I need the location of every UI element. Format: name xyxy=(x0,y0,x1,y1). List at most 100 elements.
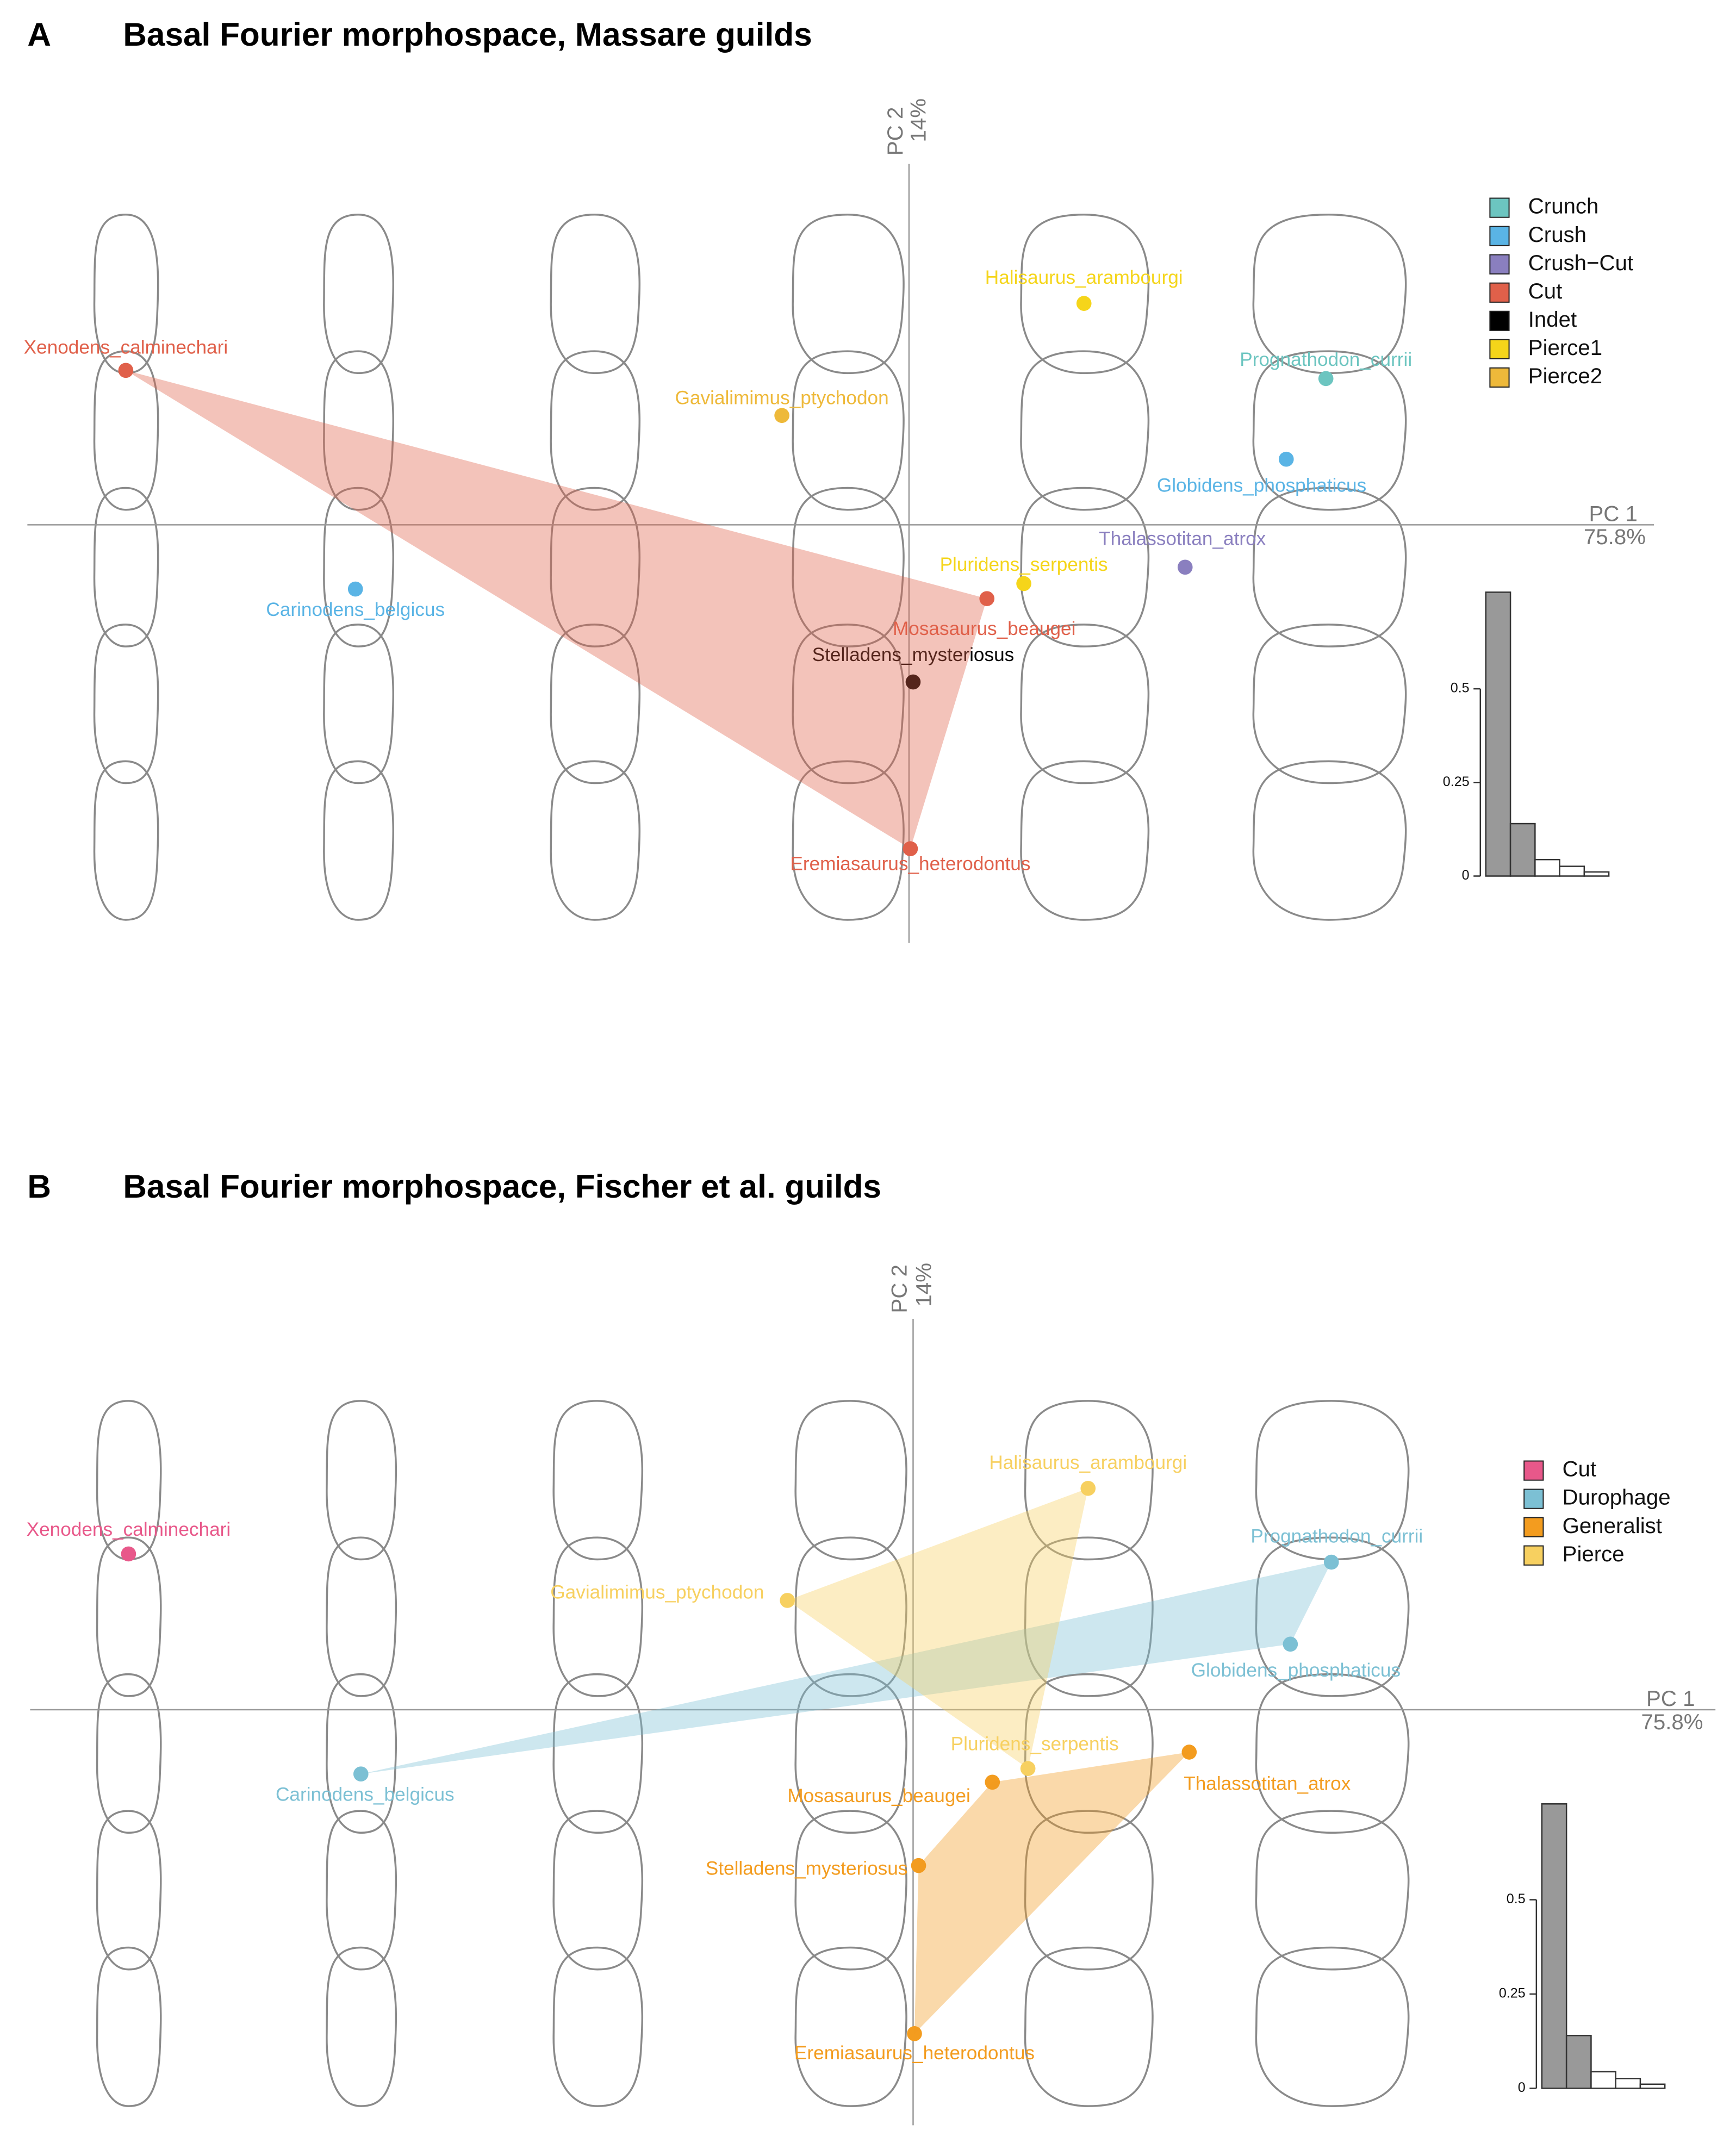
scree-bar xyxy=(1485,591,1511,877)
tooth-outline xyxy=(1024,1810,1154,1971)
group-hull xyxy=(126,370,987,849)
tooth-outline xyxy=(552,1400,644,1561)
point-label: Mosasaurus_beaugei xyxy=(893,618,1075,639)
tooth-outline xyxy=(552,1673,644,1834)
point xyxy=(1020,1761,1036,1776)
tooth-outline xyxy=(1252,487,1407,647)
tooth-outline xyxy=(794,1673,907,1834)
point xyxy=(1076,296,1092,311)
tooth-outline xyxy=(792,213,905,375)
point xyxy=(774,408,789,423)
scree-bar xyxy=(1541,1803,1567,2089)
tooth-outline xyxy=(1255,1536,1410,1697)
point xyxy=(1181,1745,1197,1760)
tooth-outline xyxy=(96,1673,162,1834)
scree-tick-label: 0.25 xyxy=(1443,774,1470,789)
point xyxy=(903,841,918,857)
tooth-outline xyxy=(550,760,641,921)
x-axis-variance: 75.8% xyxy=(1641,1710,1703,1734)
legend-label: Indet xyxy=(1528,307,1577,332)
point xyxy=(1016,576,1031,591)
tooth-outline xyxy=(96,1536,162,1697)
legend-swatch xyxy=(1489,310,1510,331)
tooth-outline xyxy=(1020,350,1150,511)
scree-tick-label: 0 xyxy=(1518,2080,1526,2095)
tooth-outline xyxy=(550,624,641,784)
tooth-outline xyxy=(1024,1946,1154,2107)
point-label: Globidens_phosphaticus xyxy=(1191,1660,1401,1681)
tooth-outline xyxy=(1252,624,1407,784)
scree-bar xyxy=(1615,2078,1641,2089)
tooth-outline xyxy=(552,1536,644,1697)
tooth-outline xyxy=(1255,1946,1410,2107)
point xyxy=(1177,559,1193,575)
legend-swatch xyxy=(1523,1517,1544,1537)
point-label: Halisaurus_arambourgi xyxy=(989,1452,1187,1473)
tooth-outline xyxy=(1020,213,1150,375)
point-label: Thalassotitan_atrox xyxy=(1184,1773,1351,1795)
legend-label: Cut xyxy=(1528,279,1563,303)
tooth-outline xyxy=(1024,1536,1154,1697)
legend-swatch xyxy=(1489,367,1510,388)
point xyxy=(780,1593,795,1608)
tooth-outline xyxy=(326,1536,397,1697)
chart-title: Basal Fourier morphospace, Massare guild… xyxy=(123,16,812,53)
tooth-outline xyxy=(326,1810,397,1971)
tooth-outline xyxy=(323,624,395,784)
tooth-outline xyxy=(550,350,641,511)
point-label: Halisaurus_arambourgi xyxy=(985,267,1183,288)
point-label: Xenodens_calminechari xyxy=(24,337,228,358)
scree-tick-label: 0.25 xyxy=(1499,1986,1526,2001)
tooth-outline xyxy=(792,487,905,647)
tooth-outline xyxy=(1255,1810,1410,1971)
legend-swatch xyxy=(1523,1545,1544,1566)
legend-swatch xyxy=(1523,1460,1544,1481)
point-label: Mosasaurus_beaugei xyxy=(787,1785,970,1806)
point xyxy=(1278,451,1294,467)
tooth-outline xyxy=(794,1946,907,2107)
y-axis-label: PC 2 xyxy=(883,107,907,155)
point xyxy=(979,591,995,606)
legend-swatch xyxy=(1489,339,1510,359)
point xyxy=(905,674,921,690)
point-label: Gavialimimus_ptychodon xyxy=(550,1582,764,1603)
legend-label: Pierce2 xyxy=(1528,364,1602,388)
tooth-outline xyxy=(323,487,395,647)
scree-tick-label: 0.5 xyxy=(1507,1891,1526,1907)
tooth-outline xyxy=(93,624,159,784)
point xyxy=(911,1858,926,1873)
tooth-outline xyxy=(1252,760,1407,921)
x-axis-label: PC 1 xyxy=(1589,501,1637,526)
tooth-outline xyxy=(1024,1673,1154,1834)
tooth-outline xyxy=(93,487,159,647)
legend-label: Crunch xyxy=(1528,194,1599,219)
chart-title: Basal Fourier morphospace, Fischer et al… xyxy=(123,1168,881,1205)
legend-label: Cut xyxy=(1563,1457,1597,1481)
tooth-outline xyxy=(792,624,905,784)
tooth-outline xyxy=(550,213,641,375)
tooth-outline xyxy=(794,1400,907,1561)
scree-bar xyxy=(1565,2035,1592,2089)
legend-swatch xyxy=(1489,226,1510,246)
legend-swatch xyxy=(1489,254,1510,275)
scree-bar xyxy=(1534,858,1560,877)
tooth-outline xyxy=(1020,760,1150,921)
point-label: Pluridens_serpentis xyxy=(940,554,1108,575)
legend-label: Crush xyxy=(1528,222,1586,247)
tooth-outline xyxy=(1255,1673,1410,1834)
point xyxy=(118,363,134,378)
point-label: Gavialimimus_ptychodon xyxy=(675,387,889,408)
point-label: Eremiasaurus_heterodontus xyxy=(790,854,1030,875)
y-axis-variance: 14% xyxy=(912,1263,936,1307)
tooth-outline xyxy=(794,1810,907,1971)
legend-label: Crush−Cut xyxy=(1528,251,1633,275)
point-label: Prognathodon_currii xyxy=(1240,349,1412,370)
legend-label: Generalist xyxy=(1563,1513,1662,1538)
scree-bar xyxy=(1559,865,1585,877)
tooth-outline xyxy=(323,350,395,511)
point-label: Stelladens_mysteriosus xyxy=(812,644,1015,665)
point-label: Pluridens_serpentis xyxy=(951,1734,1119,1755)
point xyxy=(121,1546,136,1562)
